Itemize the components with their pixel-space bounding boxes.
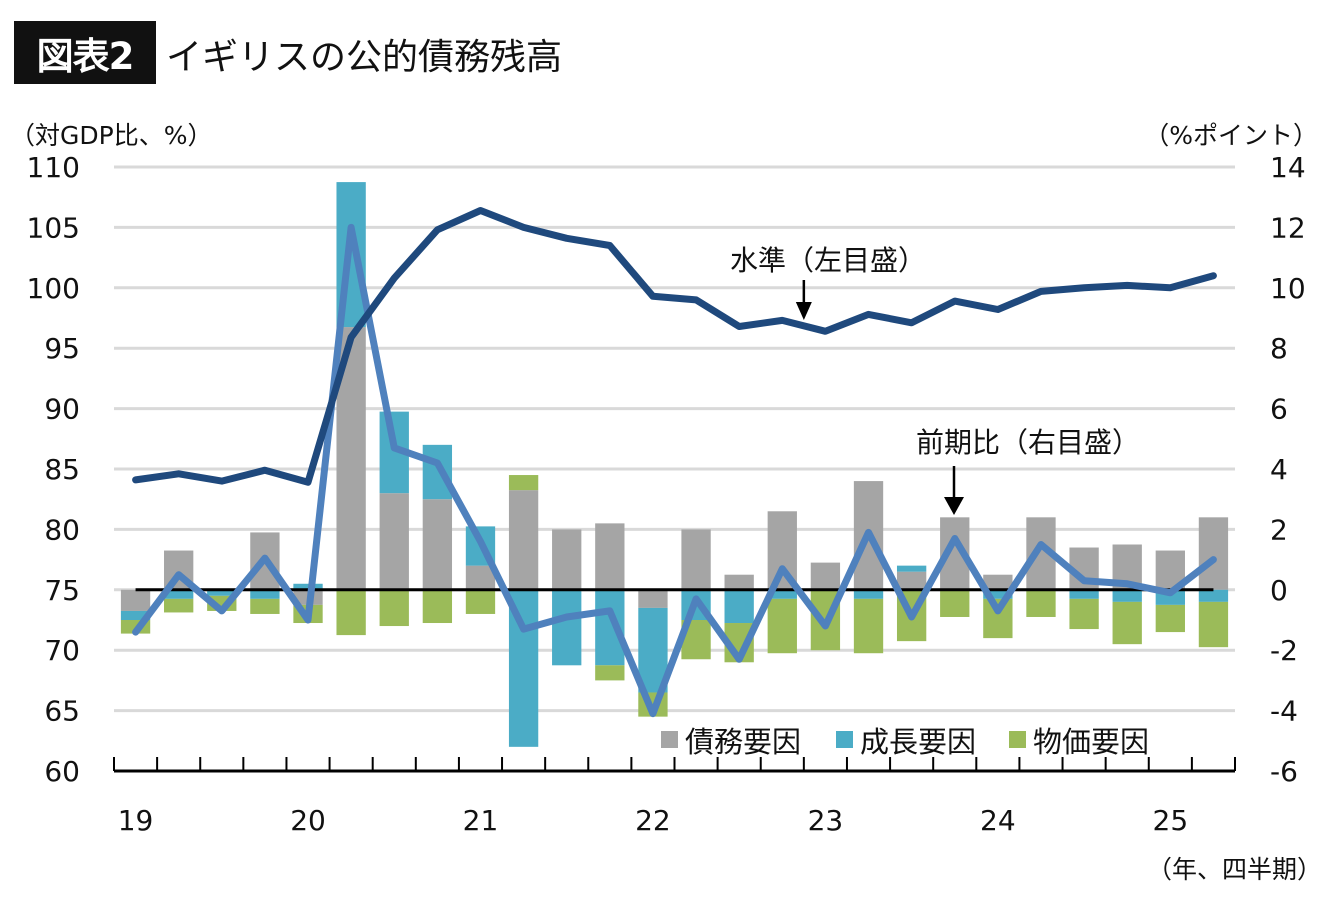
bar-segment [1026, 589, 1056, 617]
bar-segment [1112, 601, 1142, 645]
bar-segment [379, 589, 409, 627]
legend-swatch [1009, 731, 1026, 748]
bar-segment [767, 598, 797, 654]
right-tick-label: -6 [1270, 755, 1298, 788]
legend-swatch [661, 731, 678, 748]
bar-segment [1112, 589, 1142, 602]
right-tick-label: 8 [1270, 332, 1288, 365]
right-tick-label: 2 [1270, 513, 1288, 546]
left-axis-ticks: 110 105 100 95 90 85 80 75 70 65 60 [27, 151, 80, 788]
arrow-head-icon [795, 302, 812, 320]
left-tick-label: 75 [44, 574, 80, 607]
bar-segment [207, 589, 237, 596]
legend-label: 物価要因 [1033, 725, 1149, 759]
x-tick-label: 22 [635, 804, 671, 837]
change-line [132, 223, 1217, 718]
left-tick-label: 110 [27, 151, 80, 184]
x-axis: 19 20 21 22 23 24 25 [113, 757, 1236, 837]
left-tick-label: 60 [44, 755, 80, 788]
level-annotation: 水準（左目盛） [730, 244, 926, 277]
level-line [132, 207, 1217, 486]
annotations: 水準（左目盛） 前期比（右目盛） [730, 244, 1140, 515]
bar-segment [164, 598, 194, 613]
bar-segment [250, 598, 280, 614]
right-tick-label: 4 [1270, 453, 1288, 486]
right-tick-label: 0 [1270, 574, 1288, 607]
right-tick-label: 6 [1270, 393, 1288, 426]
bar-segment [508, 475, 539, 491]
bar-segment [724, 574, 754, 590]
arrow-head-icon [944, 497, 964, 515]
left-tick-label: 90 [44, 393, 80, 426]
bar-segment [940, 589, 970, 617]
bar-segment [681, 529, 711, 590]
bar-segment [724, 589, 754, 624]
x-tick-label: 21 [463, 804, 499, 837]
bar-segment [896, 565, 927, 572]
left-tick-label: 105 [27, 211, 80, 244]
bar-segment [164, 589, 194, 599]
right-tick-label: -4 [1270, 695, 1298, 728]
left-tick-label: 70 [44, 634, 80, 667]
left-tick-label: 95 [44, 332, 80, 365]
bar-segment [810, 562, 841, 590]
bar-segment [1198, 601, 1229, 648]
bar-segment [120, 589, 151, 611]
figure-number-badge: 図表2 [14, 21, 156, 84]
bar-segment [422, 444, 453, 500]
left-tick-label: 80 [44, 513, 80, 546]
bar-segment [1069, 598, 1099, 630]
bar-segment [1155, 604, 1185, 633]
bar-segment [638, 589, 668, 608]
bar-segment [422, 589, 453, 624]
right-tick-label: 10 [1270, 272, 1306, 305]
bar-segment [336, 589, 366, 636]
bar-segment [983, 589, 1013, 599]
bar-segment [465, 589, 496, 614]
x-tick-label: 19 [118, 804, 154, 837]
legend: 債務要因 成長要因 物価要因 [661, 725, 1149, 759]
bar-segment [853, 598, 884, 654]
x-tick-label: 20 [290, 804, 326, 837]
left-axis-unit: （対GDP比、%） [10, 121, 213, 150]
left-tick-label: 85 [44, 453, 80, 486]
left-tick-label: 65 [44, 695, 80, 728]
right-tick-label: -2 [1270, 634, 1298, 667]
x-tick-label: 24 [980, 804, 1016, 837]
bar-segment [1198, 517, 1229, 590]
bar-segment [767, 589, 797, 599]
bar-segment [896, 571, 927, 590]
right-axis-ticks: 14 12 10 8 6 4 2 0 -2 -4 -6 [1270, 151, 1306, 788]
series-lines [132, 207, 1217, 718]
bar-segment [508, 490, 539, 590]
bar-segment [422, 499, 453, 590]
bar-segment [293, 583, 323, 590]
x-axis-unit: （年、四半期） [1146, 855, 1322, 884]
chart-title: イギリスの公的債務残高 [166, 37, 563, 78]
bar-segment [552, 589, 582, 666]
x-tick-label: 23 [808, 804, 844, 837]
bar-segment [595, 665, 625, 681]
bar-segment [120, 610, 151, 620]
bar-segment [552, 529, 582, 590]
left-tick-label: 100 [27, 272, 80, 305]
bar-segment [379, 493, 409, 590]
bar-segment [853, 589, 884, 599]
legend-label: 成長要因 [860, 725, 976, 759]
bar-segment [1198, 589, 1229, 602]
bar-segment [595, 523, 625, 590]
x-tick-label: 25 [1153, 804, 1189, 837]
right-axis-unit: （%ポイント） [1144, 121, 1318, 150]
change-annotation: 前期比（右目盛） [916, 426, 1140, 459]
legend-label: 債務要因 [685, 725, 801, 759]
bar-segment [250, 589, 280, 599]
legend-swatch [836, 731, 853, 748]
bar-segment [1069, 589, 1099, 599]
right-tick-label: 12 [1270, 211, 1306, 244]
bar-segment [983, 574, 1013, 590]
right-tick-label: 14 [1270, 151, 1306, 184]
bar-segment [465, 565, 496, 590]
